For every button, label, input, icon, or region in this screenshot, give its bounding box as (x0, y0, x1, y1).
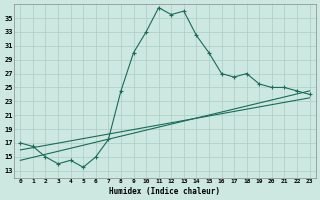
X-axis label: Humidex (Indice chaleur): Humidex (Indice chaleur) (109, 187, 220, 196)
